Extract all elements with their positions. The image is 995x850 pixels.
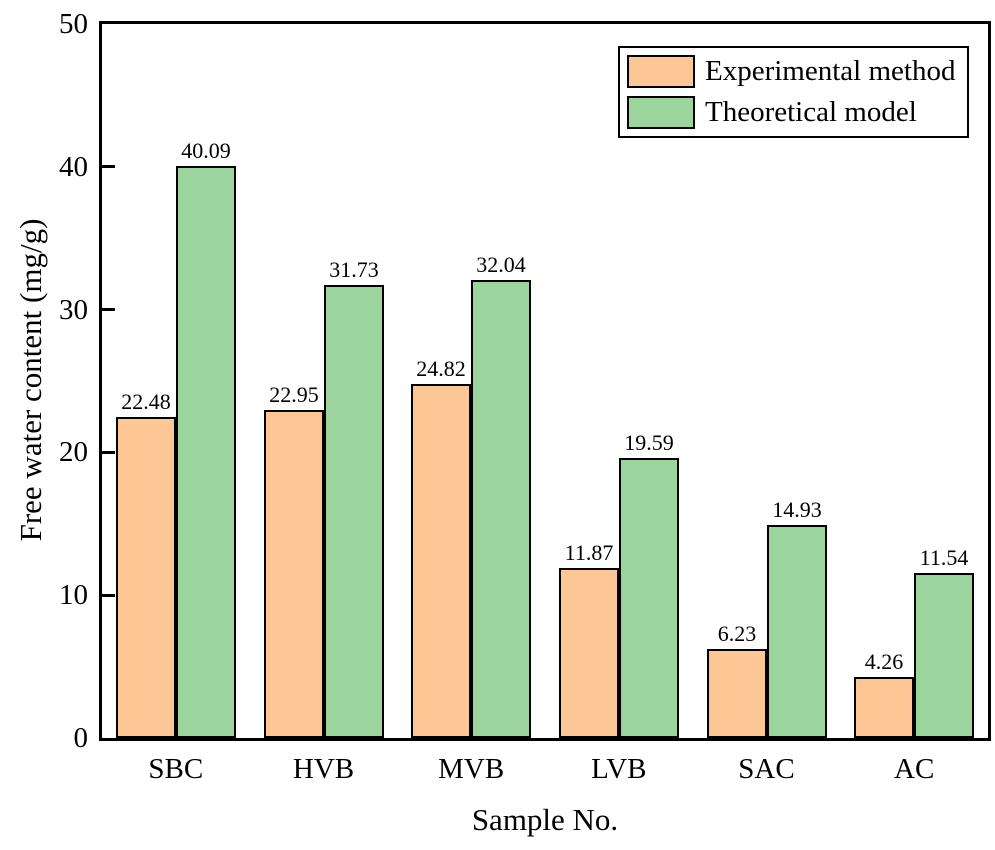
y-tick-mark — [102, 450, 115, 454]
x-tick-label-sac: SAC — [738, 753, 795, 785]
value-label-theoretical-ac: 11.54 — [919, 545, 969, 570]
y-tick-mark — [102, 593, 115, 597]
y-tick-label: 30 — [59, 293, 88, 326]
y-tick-label: 0 — [73, 722, 89, 754]
value-label-experimental-hvb: 22.95 — [269, 382, 319, 407]
value-label-theoretical-sac: 14.93 — [772, 497, 822, 522]
value-label-theoretical-lvb: 19.59 — [624, 430, 674, 455]
legend-item-theoretical: Theoretical model — [627, 94, 955, 131]
value-label-experimental-sbc: 22.48 — [121, 389, 171, 414]
bar-theoretical-ac — [914, 573, 974, 738]
bar-experimental-hvb — [264, 410, 324, 738]
bar-theoretical-mvb — [471, 280, 531, 738]
plot-area: 22.48 40.09 22.95 31.73 24.82 32.04 11.87 19.59… — [99, 21, 991, 741]
x-axis-title: Sample No. — [471, 802, 619, 837]
x-tick-label-ac: AC — [894, 753, 935, 785]
bar-experimental-sac — [707, 649, 767, 738]
bar-theoretical-hvb — [324, 285, 384, 738]
legend-swatch-theoretical-icon — [627, 96, 695, 129]
bar-experimental-lvb — [559, 568, 619, 738]
legend-label-experimental: Experimental method — [705, 55, 956, 87]
value-label-experimental-mvb: 24.82 — [416, 356, 466, 381]
y-tick-label: 10 — [59, 579, 88, 612]
x-tick-label-lvb: LVB — [591, 753, 647, 785]
bar-experimental-sbc — [116, 417, 176, 738]
bar-experimental-mvb — [411, 384, 471, 738]
value-label-theoretical-mvb: 32.04 — [476, 252, 526, 277]
y-axis-tick-labels: 0 10 20 30 40 50 — [0, 8, 88, 754]
legend-swatch-experimental-icon — [627, 55, 695, 88]
bar-experimental-ac — [854, 677, 914, 738]
value-label-experimental-sac: 6.23 — [717, 621, 757, 646]
y-tick-label: 40 — [59, 150, 88, 183]
bar-theoretical-sac — [767, 525, 827, 738]
bar-theoretical-sbc — [176, 166, 236, 738]
x-axis-tick-labels: SBC HVB MVB LVB SAC AC — [102, 752, 988, 788]
y-tick-mark — [102, 165, 115, 169]
legend: Experimental method Theoretical model — [618, 46, 970, 138]
bar-theoretical-lvb — [619, 458, 679, 738]
y-tick-mark — [102, 308, 115, 312]
x-tick-label-mvb: MVB — [438, 753, 505, 785]
value-label-experimental-lvb: 11.87 — [564, 540, 614, 565]
y-tick-label: 50 — [59, 8, 88, 40]
y-tick-label: 20 — [59, 436, 88, 469]
value-label-theoretical-hvb: 31.73 — [329, 257, 379, 282]
x-tick-label-hvb: HVB — [292, 753, 355, 785]
x-tick-label-sbc: SBC — [148, 753, 204, 785]
legend-label-theoretical: Theoretical model — [705, 96, 917, 128]
value-label-experimental-ac: 4.26 — [864, 649, 904, 674]
legend-item-experimental: Experimental method — [627, 53, 955, 90]
value-label-theoretical-sbc: 40.09 — [181, 138, 231, 163]
